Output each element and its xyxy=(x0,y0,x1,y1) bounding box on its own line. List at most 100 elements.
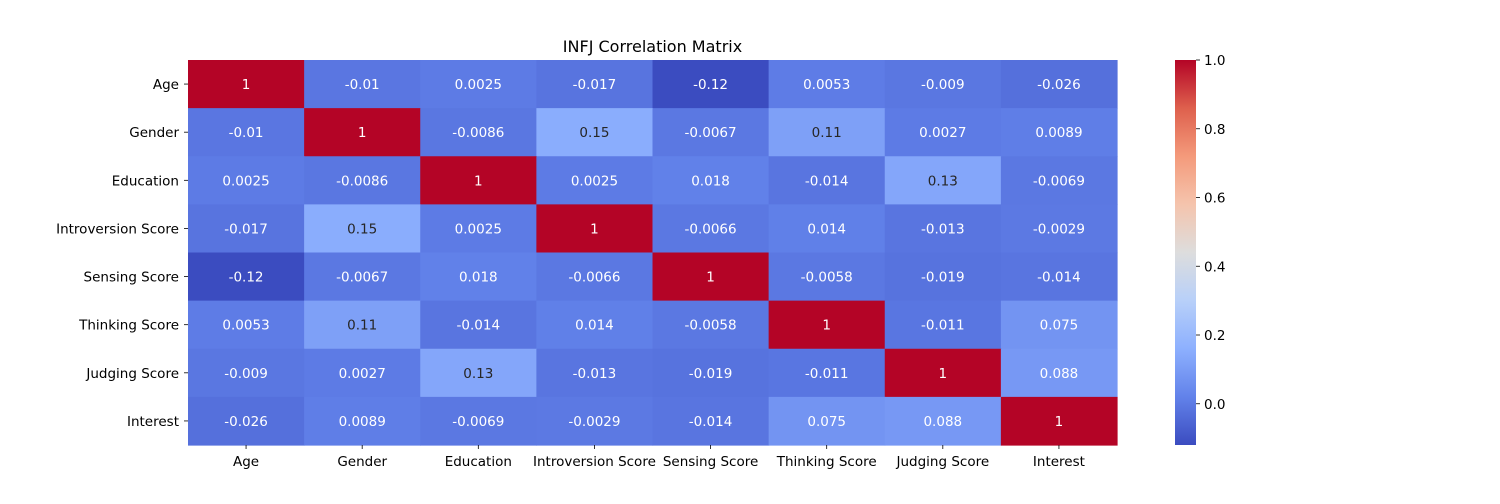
colorbar: 0.0 0.2 0.4 0.6 0.8 1.0 xyxy=(1175,53,1225,445)
cell-annotation: -0.026 xyxy=(1037,77,1081,93)
heatmap-annotations: 1 -0.01 0.0025 -0.017 -0.12 0.0053 -0.009 -0.02… xyxy=(222,77,1085,430)
cell-annotation: -0.0069 xyxy=(452,414,504,430)
y-tick-label: Interest xyxy=(127,414,179,430)
heatmap-cell xyxy=(188,300,305,350)
heatmap-cell xyxy=(768,348,886,398)
x-tick-label: Thinking Score xyxy=(776,454,877,470)
colorbar-tick-label: 0.8 xyxy=(1204,122,1225,138)
x-tick-label: Age xyxy=(233,454,259,470)
x-tick-label: Judging Score xyxy=(895,454,989,470)
cell-annotation: -0.0069 xyxy=(1033,173,1085,189)
cell-annotation: -0.0086 xyxy=(452,125,504,141)
y-tick-label: Gender xyxy=(129,125,179,141)
cell-annotation: -0.12 xyxy=(229,270,264,286)
cell-annotation: 1 xyxy=(822,318,831,334)
cell-annotation: -0.013 xyxy=(573,366,617,382)
colorbar-tick-label: 0.6 xyxy=(1204,191,1225,207)
cell-annotation: -0.0067 xyxy=(336,270,388,286)
cell-annotation: -0.019 xyxy=(921,270,965,286)
heatmap-cell xyxy=(420,348,537,398)
y-tick-label: Introversion Score xyxy=(56,221,179,237)
y-tick-label: Sensing Score xyxy=(84,270,179,286)
colorbar-tick-label: 1.0 xyxy=(1204,53,1225,69)
cell-annotation: -0.0066 xyxy=(685,221,737,237)
cell-annotation: 0.0025 xyxy=(222,173,269,189)
heatmap-cell xyxy=(304,252,421,302)
cell-annotation: 0.088 xyxy=(923,414,962,430)
cell-annotation: -0.0058 xyxy=(801,270,853,286)
heatmap-cell xyxy=(188,204,305,254)
heatmap-cell xyxy=(768,60,886,109)
heatmap-cell xyxy=(652,396,770,446)
cell-annotation: 0.13 xyxy=(928,173,958,189)
cell-annotation: -0.011 xyxy=(921,318,965,334)
cell-annotation: 0.0025 xyxy=(571,173,618,189)
heatmap-cell xyxy=(420,300,537,350)
cell-annotation: 1 xyxy=(242,77,251,93)
cell-annotation: 0.088 xyxy=(1040,366,1079,382)
cell-annotation: -0.026 xyxy=(224,414,268,430)
cell-annotation: -0.01 xyxy=(229,125,264,141)
heatmap-cell xyxy=(768,204,886,254)
cell-annotation: -0.017 xyxy=(573,77,617,93)
cell-annotation: -0.0066 xyxy=(568,270,620,286)
y-tick-label: Age xyxy=(153,77,179,93)
heatmap-cell xyxy=(304,60,421,109)
cell-annotation: -0.009 xyxy=(921,77,965,93)
y-tick-label: Judging Score xyxy=(85,366,179,382)
cell-annotation: 0.014 xyxy=(575,318,614,334)
colorbar-tick-label: 0.4 xyxy=(1204,259,1225,275)
cell-annotation: -0.014 xyxy=(805,173,849,189)
y-tick-label: Education xyxy=(112,173,179,189)
heatmap-cell xyxy=(1000,300,1118,350)
heatmap-cell xyxy=(420,60,537,109)
heatmap-cell xyxy=(652,252,770,302)
cell-annotation: 0.0089 xyxy=(339,414,386,430)
cell-annotation: -0.12 xyxy=(693,77,728,93)
heatmap-cell xyxy=(884,204,1002,254)
cell-annotation: 0.0053 xyxy=(803,77,850,93)
heatmap-cell xyxy=(884,252,1002,302)
heatmap-cell xyxy=(536,108,654,157)
cell-annotation: 0.0025 xyxy=(455,77,502,93)
heatmap-cell xyxy=(1000,60,1118,109)
cell-annotation: 0.13 xyxy=(463,366,493,382)
cell-annotation: 0.018 xyxy=(459,270,498,286)
heatmap-cell xyxy=(884,108,1002,157)
heatmap-cell xyxy=(420,252,537,302)
y-axis: Age Gender Education Introversion Score Sens… xyxy=(56,77,188,430)
heatmap-cell xyxy=(768,396,886,446)
heatmap-cell xyxy=(1000,396,1118,446)
cell-annotation: 1 xyxy=(358,125,367,141)
heatmap-cell xyxy=(188,252,305,302)
colorbar-tick-label: 0.2 xyxy=(1204,328,1225,344)
heatmap-cell xyxy=(884,156,1002,205)
heatmap-cell xyxy=(188,396,305,446)
heatmap-cell xyxy=(188,60,305,109)
heatmap-cell xyxy=(420,156,537,205)
cell-annotation: 0.15 xyxy=(347,221,377,237)
cell-annotation: -0.011 xyxy=(805,366,849,382)
cell-annotation: 0.075 xyxy=(807,414,846,430)
cell-annotation: -0.014 xyxy=(1037,270,1081,286)
cell-annotation: -0.0029 xyxy=(568,414,620,430)
heatmap-cell xyxy=(884,396,1002,446)
cell-annotation: -0.009 xyxy=(224,366,268,382)
heatmap-cell xyxy=(420,108,537,157)
heatmap-cell xyxy=(188,348,305,398)
heatmap-cell xyxy=(1000,204,1118,254)
cell-annotation: -0.014 xyxy=(689,414,733,430)
x-tick-label: Introversion Score xyxy=(533,454,656,470)
x-axis: Age Gender Education Introversion Score Sens… xyxy=(233,445,1085,470)
cell-annotation: -0.0029 xyxy=(1033,221,1085,237)
heatmap-cell xyxy=(304,156,421,205)
x-tick-label: Gender xyxy=(337,454,387,470)
heatmap-cell xyxy=(768,252,886,302)
x-tick-label: Sensing Score xyxy=(663,454,758,470)
cell-annotation: 0.0027 xyxy=(339,366,386,382)
colorbar-tick-label: 0.0 xyxy=(1204,397,1225,413)
heatmap-cell xyxy=(304,348,421,398)
heatmap-cell xyxy=(652,60,770,109)
cell-annotation: 1 xyxy=(474,173,483,189)
